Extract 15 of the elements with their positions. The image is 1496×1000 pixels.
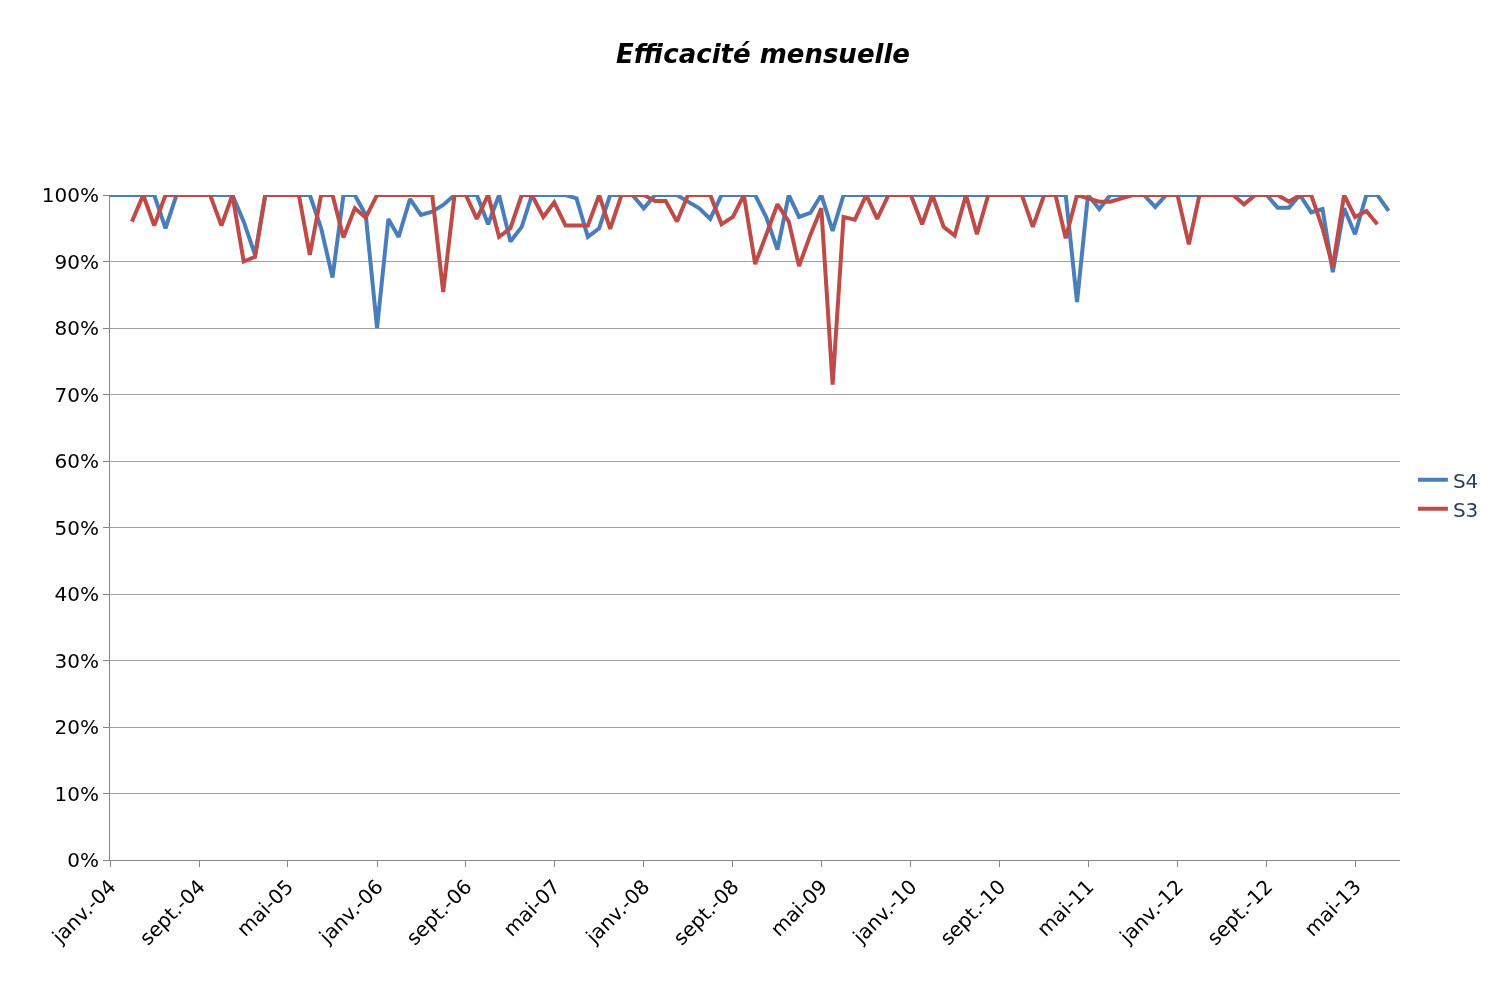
y-tick-label: 10%	[54, 781, 99, 806]
chart-title: Efficacité mensuelle	[615, 39, 910, 70]
legend-label: S3	[1452, 497, 1479, 522]
y-tick-label: 30%	[54, 648, 99, 673]
y-tick-label: 90%	[54, 249, 99, 274]
y-tick-label: 80%	[54, 316, 99, 340]
y-tick-label: 50%	[54, 515, 99, 540]
y-tick-label: 0%	[67, 848, 99, 872]
y-tick-label: 20%	[54, 715, 99, 739]
y-tick-label: 60%	[54, 449, 99, 473]
y-tick-label: 70%	[54, 382, 99, 407]
y-tick-label: 40%	[54, 582, 99, 606]
legend-label: S4	[1452, 468, 1479, 493]
line-series	[129, 195, 1380, 387]
y-tick-label: 100%	[41, 183, 99, 207]
